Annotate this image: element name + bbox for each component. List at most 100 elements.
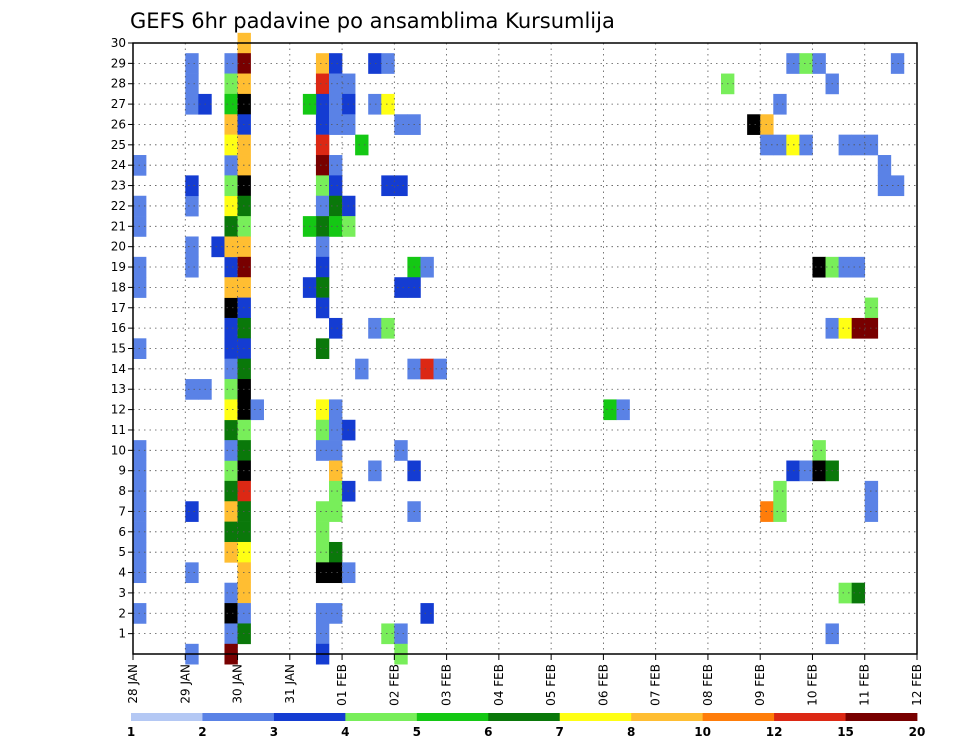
y-tick-label: 17 (111, 301, 126, 315)
heatmap-cell (394, 277, 408, 298)
heatmap-cell (224, 358, 238, 380)
heatmap-cell (185, 175, 199, 197)
heatmap-cell (329, 460, 343, 482)
heatmap-cell (224, 379, 238, 400)
colorbar-swatch (702, 713, 775, 721)
heatmap-cell (315, 440, 330, 461)
heatmap-cell (368, 53, 382, 74)
y-tick-label: 27 (111, 97, 126, 111)
y-tick-label: 8 (118, 484, 126, 498)
heatmap-cell (224, 134, 238, 156)
heatmap-cell (329, 541, 343, 563)
y-tick-label: 12 (111, 403, 126, 417)
heatmap-cell (851, 134, 866, 156)
heatmap-cell (185, 236, 199, 258)
colorbar-label: 10 (694, 725, 711, 739)
heatmap-cell (838, 134, 852, 156)
x-tick-label: 12 FEB (910, 664, 924, 706)
y-tick-label: 2 (118, 606, 126, 620)
x-tick-label: 10 FEB (805, 664, 819, 706)
heatmap-cell (747, 114, 761, 135)
heatmap-cell (329, 195, 343, 217)
heatmap-cell (851, 582, 866, 604)
heatmap-cell (851, 317, 866, 339)
y-tick-label: 23 (111, 179, 126, 193)
heatmap-cell (185, 562, 199, 584)
y-tick-label: 5 (118, 545, 126, 559)
heatmap-cell (812, 440, 826, 461)
y-tick-label: 16 (111, 321, 126, 335)
colorbar-swatch (631, 713, 704, 721)
heatmap-cell (224, 603, 238, 624)
heatmap-cell (315, 175, 330, 197)
heatmap-cell (329, 440, 343, 461)
x-tick-label: 08 FEB (701, 664, 715, 706)
heatmap-cell (224, 216, 238, 237)
y-tick-label: 3 (118, 586, 126, 600)
heatmap-cell (420, 603, 434, 624)
heatmap-cell (368, 93, 382, 115)
heatmap-cell (381, 317, 395, 339)
x-tick-label: 01 FEB (335, 664, 349, 706)
colorbar-label: 20 (909, 725, 926, 739)
heatmap-cell (185, 501, 199, 522)
heatmap-cell (773, 93, 787, 115)
y-tick-label: 14 (111, 362, 126, 376)
heatmap-cell (315, 541, 330, 563)
heatmap-cell (838, 582, 852, 604)
y-tick-label: 26 (111, 117, 126, 131)
heatmap-cell (773, 480, 787, 502)
y-tick-label: 22 (111, 199, 126, 213)
heatmap-cell (315, 114, 330, 135)
heatmap-cell (224, 480, 238, 502)
heatmap-cell (224, 93, 238, 115)
heatmap-cell (224, 175, 238, 197)
x-tick-label: 07 FEB (649, 664, 663, 706)
heatmap-cell (315, 256, 330, 278)
heatmap-cell (381, 175, 395, 197)
x-tick-label: 09 FEB (753, 664, 767, 706)
colorbar-swatch (202, 713, 275, 721)
x-axis: 28 JAN 29 JAN 30 JAN 31 JAN 01 FEB 02 FEB 03 F… (126, 654, 924, 706)
colorbar-label: 7 (556, 725, 564, 739)
heatmap-cell (812, 256, 826, 278)
colorbar-swatch (345, 713, 418, 721)
heatmap-cell (381, 93, 395, 115)
y-tick-label: 4 (118, 566, 126, 580)
x-tick-label: 03 FEB (440, 664, 454, 706)
heatmap-cell (224, 338, 238, 359)
heatmap-cell (315, 216, 330, 237)
heatmap-cell (224, 440, 238, 461)
heatmap-cell (368, 460, 382, 482)
x-tick-label: 02 FEB (387, 664, 401, 706)
heatmap-cell (185, 73, 199, 95)
y-tick-label: 20 (111, 240, 126, 254)
y-tick-label: 10 (111, 443, 126, 457)
y-tick-label: 18 (111, 280, 126, 294)
heatmap-cell (812, 460, 826, 482)
colorbar-swatch (559, 713, 632, 721)
heatmap-cell (315, 73, 330, 95)
colorbar-label: 5 (413, 725, 421, 739)
heatmap-cell (355, 134, 369, 156)
heatmap-cell (329, 562, 343, 584)
heatmap-cell (394, 440, 408, 461)
heatmap-cell (603, 399, 617, 421)
x-tick-label: 05 FEB (544, 664, 558, 706)
y-tick-label: 21 (111, 219, 126, 233)
colorbar-swatch (774, 713, 846, 721)
heatmap-cell (799, 53, 813, 74)
heatmap-cell (381, 53, 395, 74)
heatmap-cell (329, 501, 343, 522)
heatmap-cell (433, 358, 447, 380)
y-tick-label: 30 (111, 36, 126, 50)
heatmap-cell (329, 419, 343, 441)
heatmap-cell (315, 623, 330, 645)
heatmap-cell (224, 582, 238, 604)
heatmap-cell (224, 399, 238, 421)
colorbar-label: 8 (627, 725, 635, 739)
colorbar-label: 12 (766, 725, 783, 739)
y-tick-label: 11 (111, 423, 126, 437)
heatmap-cell (224, 195, 238, 217)
